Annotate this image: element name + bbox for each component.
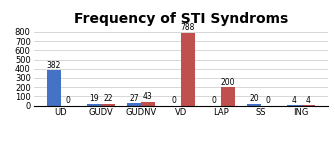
Bar [127, 103, 141, 106]
Text: 22: 22 [103, 94, 113, 103]
Bar [181, 33, 195, 106]
Text: 19: 19 [89, 94, 99, 103]
Text: 4: 4 [291, 96, 296, 105]
Text: 20: 20 [249, 94, 259, 103]
Bar [287, 105, 301, 106]
Text: 27: 27 [129, 94, 139, 103]
Bar [87, 104, 101, 106]
Title: Frequency of STI Syndroms: Frequency of STI Syndroms [74, 12, 288, 26]
Text: 0: 0 [211, 96, 216, 105]
Bar [47, 70, 61, 106]
Text: 0: 0 [172, 96, 176, 105]
Text: 0: 0 [65, 96, 70, 105]
Bar [101, 104, 115, 106]
Bar [247, 104, 261, 106]
Text: 0: 0 [265, 96, 270, 105]
Text: 43: 43 [143, 92, 153, 101]
Text: 382: 382 [47, 61, 61, 70]
Bar [141, 102, 155, 106]
Bar [301, 105, 315, 106]
Text: 200: 200 [221, 78, 235, 87]
Bar [221, 87, 235, 106]
Text: 4: 4 [306, 96, 310, 105]
Text: 788: 788 [181, 23, 195, 32]
